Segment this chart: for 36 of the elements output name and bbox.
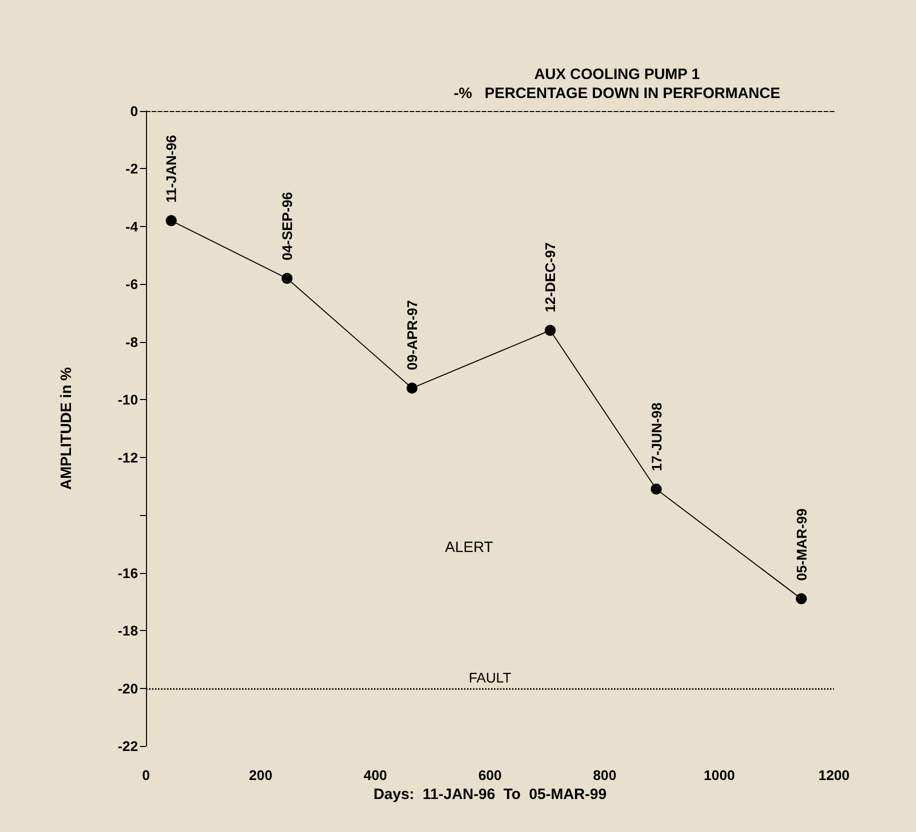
chart-title: AUX COOLING PUMP 1 [534, 66, 700, 83]
y-axis-title: AMPLITUDE in % [58, 367, 75, 490]
y-tick-label: 0 [130, 103, 138, 119]
y-tick-label: -16 [118, 564, 138, 581]
y-tick-label: -10 [118, 392, 138, 408]
point [166, 215, 177, 226]
y-tick-label: -6 [126, 276, 138, 292]
point [282, 272, 293, 284]
point [406, 382, 418, 394]
y-tick-label: -2 [126, 160, 138, 177]
y-tick-label: -12 [118, 449, 138, 466]
annotation: 04-SEP-96 [279, 192, 296, 260]
annotation: 05-MAR-99 [793, 508, 810, 581]
y-tick-label: -22 [118, 738, 138, 754]
x-tick-label: 0 [142, 767, 150, 783]
y-tick-label: -18 [118, 622, 138, 639]
annotation: 09-APR-97 [404, 300, 420, 370]
x-tick-label: 600 [478, 767, 502, 783]
x-axis-title: Days: 11-JAN-96 To 05-MAR-99 [373, 786, 607, 803]
annotation: 17-JUN-98 [648, 402, 664, 472]
point [544, 324, 556, 336]
annotation: 11-JAN-96 [163, 134, 180, 203]
y-tick-label: -8 [126, 334, 138, 350]
x-tick-label: 400 [364, 767, 388, 783]
ref-line-label: FAULT [468, 669, 512, 686]
chart-subtitle: -% PERCENTAGE DOWN IN PERFORMANCE [454, 85, 780, 102]
y-tick-label: -20 [118, 680, 138, 696]
x-tick-label: 800 [592, 767, 617, 783]
point [650, 484, 662, 495]
x-tick-label: 1200 [818, 767, 850, 783]
annotation: ALERT [445, 539, 494, 556]
x-tick-label: 200 [248, 767, 273, 783]
point [796, 593, 807, 604]
x-tick-label: 1000 [704, 767, 736, 783]
y-tick-label: -4 [126, 218, 138, 234]
annotation: 12-DEC-97 [542, 242, 558, 312]
